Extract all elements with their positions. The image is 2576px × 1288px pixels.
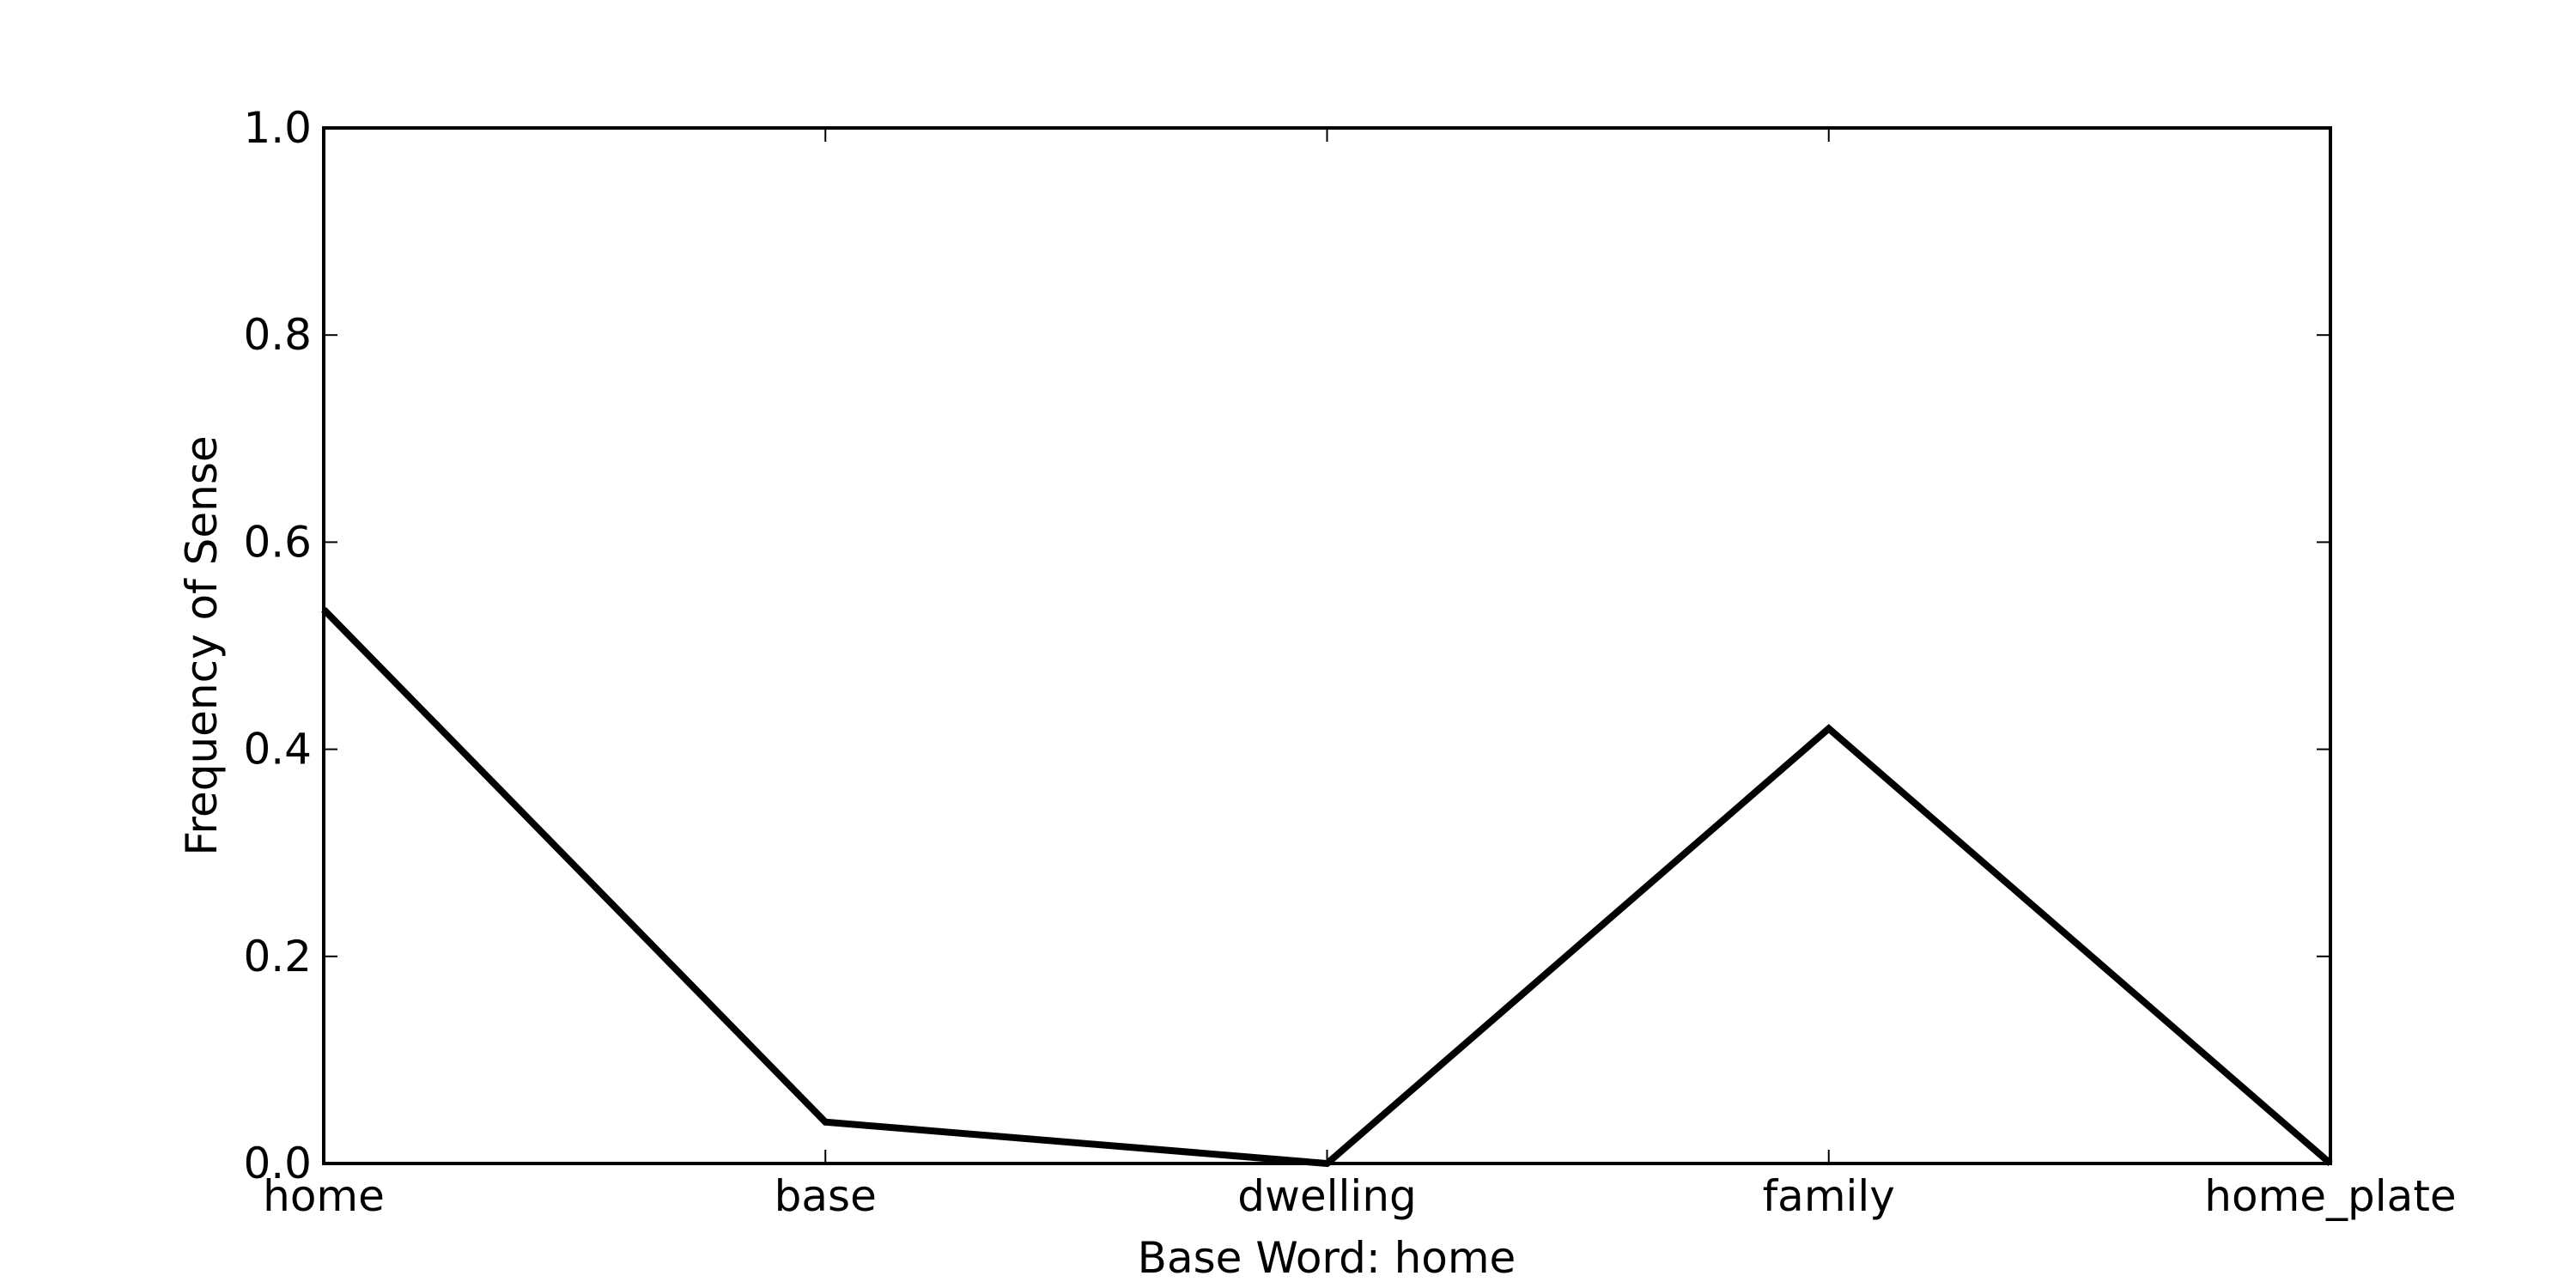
y-tick-label: 0.0: [243, 1139, 312, 1188]
y-tick-labels: 0.0 0.2 0.4 0.6 0.8 1.0: [243, 103, 312, 1188]
y-axis-title: Frequency of Sense: [177, 435, 227, 855]
y-tick-label: 0.8: [243, 310, 312, 360]
x-tick-label: home: [263, 1171, 385, 1221]
y-tick-label: 0.2: [243, 932, 312, 981]
x-tick-label: dwelling: [1237, 1171, 1417, 1221]
x-tick-label: family: [1763, 1171, 1895, 1221]
x-tick-label: home_plate: [2204, 1171, 2456, 1221]
plot-area-frame: [322, 126, 2332, 1165]
series-lines: [321, 606, 2333, 1168]
x-axis-title: Base Word: home: [1138, 1233, 1516, 1283]
x-tick-labels: home base dwelling family home_plate: [263, 1171, 2457, 1221]
x-tick-label: base: [775, 1171, 877, 1221]
y-tick-label: 1.0: [243, 103, 312, 153]
y-tick-label: 0.4: [243, 725, 312, 775]
y-tick-label: 0.6: [243, 517, 312, 567]
tick-marks: [323, 127, 2331, 1164]
series-line: [321, 606, 2333, 1168]
